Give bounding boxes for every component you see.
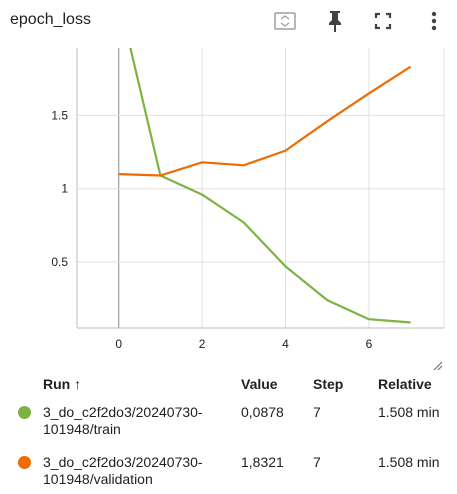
table-row[interactable]: 3_do_c2f2do3/20240730-101948/train 0,087… [0,404,457,444]
fit-domain-icon[interactable] [272,8,298,34]
run-step: 7 [313,454,321,470]
x-tick-label: 6 [366,337,373,351]
series-line-validation [118,65,412,177]
resize-handle-icon[interactable] [433,361,443,370]
chart-grid [77,48,444,328]
run-step: 7 [313,404,321,420]
run-value: 1,8321 [241,454,284,470]
y-tick-label: 1 [61,182,68,196]
chart-series [118,48,412,324]
pin-icon[interactable] [322,8,348,34]
chart-ticks: 0 2 4 6 0.5 1 1.5 [51,108,372,351]
series-color-dot [18,456,31,469]
y-tick-label: 0.5 [51,255,68,269]
run-relative: 1.508 min [378,454,440,470]
more-vert-icon[interactable] [421,8,447,34]
run-relative: 1.508 min [378,404,440,420]
series-color-dot [18,406,31,419]
chart-title: epoch_loss [10,11,91,28]
x-tick-label: 0 [115,337,122,351]
header-run[interactable]: Run ↑ [43,376,82,392]
y-tick-label: 1.5 [51,108,68,122]
fullscreen-icon[interactable] [370,8,396,34]
x-tick-label: 2 [199,337,206,351]
run-name: 3_do_c2f2do3/20240730-101948/train [43,404,203,437]
series-line-train [129,48,411,324]
chart-axes [76,48,445,329]
loss-chart[interactable]: 0 2 4 6 0.5 1 1.5 [0,40,457,370]
run-value: 0,0878 [241,404,284,420]
table-row[interactable]: 3_do_c2f2do3/20240730-101948/validation … [0,454,457,494]
header-relative[interactable]: Relative [378,376,432,392]
header-value[interactable]: Value [241,376,278,392]
x-tick-label: 4 [282,337,289,351]
header-step[interactable]: Step [313,376,344,392]
run-name: 3_do_c2f2do3/20240730-101948/validation [43,454,203,487]
